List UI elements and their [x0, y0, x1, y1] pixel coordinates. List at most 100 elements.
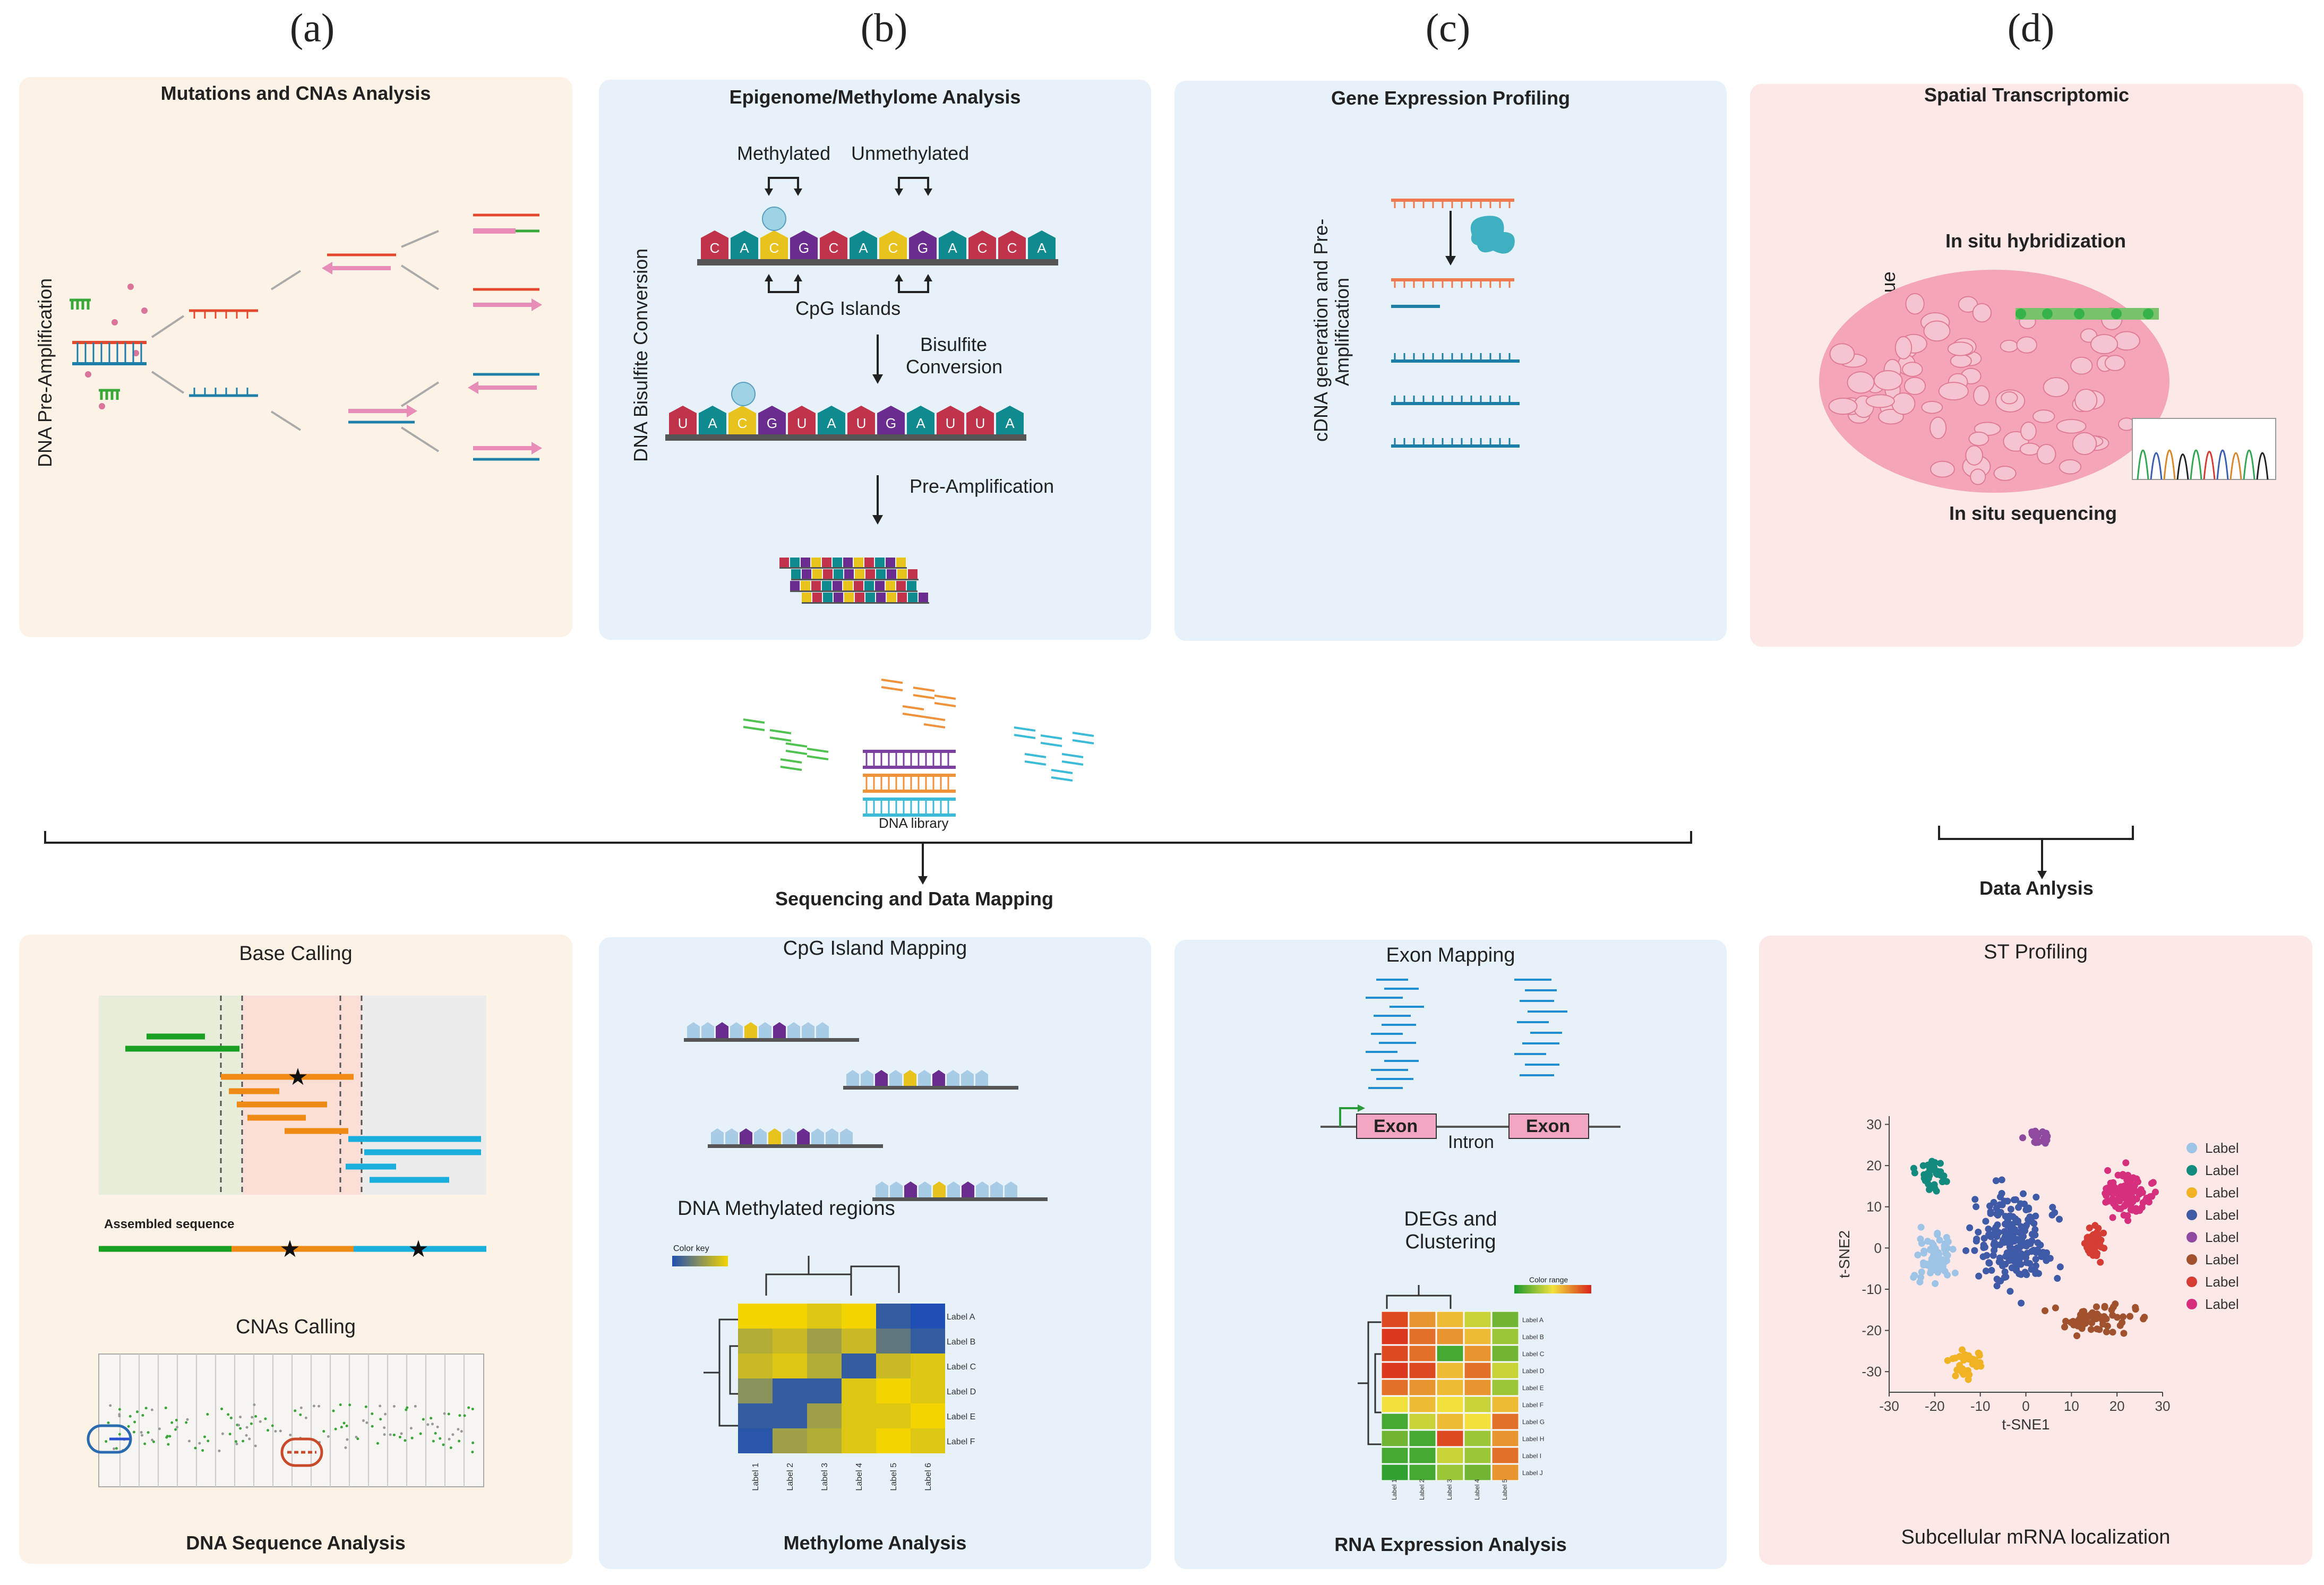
- panel-letter-d: (d): [2007, 6, 2055, 50]
- scatter-point: [2006, 1288, 2014, 1295]
- scatter-point: [1973, 1363, 1980, 1370]
- methylated-label: Methylated: [737, 142, 831, 164]
- scatter-point: [2109, 1195, 2116, 1203]
- scatter-point: [2025, 1216, 2032, 1223]
- scatter-point: [2024, 1239, 2031, 1246]
- scatter-point: [2116, 1322, 2124, 1329]
- scatter-point: [1943, 1233, 1950, 1241]
- cdna-diagram: [1391, 199, 1520, 448]
- scatter-point: [2056, 1263, 2064, 1271]
- scatter-point: [2054, 1275, 2061, 1282]
- legend-marker: [2186, 1143, 2197, 1153]
- y-tick-label: -20: [1862, 1323, 1882, 1339]
- svg-text:A: A: [827, 415, 836, 431]
- panel-letter-a: (a): [289, 6, 335, 50]
- svg-text:Label 5: Label 5: [889, 1463, 898, 1491]
- panel-title: Spatial Transcriptomic: [1924, 84, 2130, 106]
- scatter-point: [2086, 1224, 2093, 1232]
- data-analysis-label: Data Anlysis: [1979, 877, 2094, 899]
- svg-text:Label A: Label A: [1522, 1316, 1543, 1324]
- scatter-point: [2131, 1182, 2138, 1189]
- scatter-point: [2015, 1204, 2022, 1211]
- exon-label-1: Exon: [1374, 1116, 1418, 1136]
- methylated-regions-title: DNA Methylated regions: [678, 1197, 895, 1220]
- legend-label: Label: [2205, 1296, 2239, 1312]
- scatter-point: [1989, 1252, 1997, 1259]
- scatter-point: [1991, 1229, 1999, 1237]
- svg-text:G: G: [886, 415, 896, 431]
- scatter-point: [2032, 1270, 2039, 1277]
- tissue-diagram: [1819, 270, 2276, 493]
- scatter-point: [1990, 1198, 1997, 1206]
- svg-text:U: U: [797, 415, 807, 431]
- scatter-point: [2022, 1254, 2030, 1262]
- scatter-point: [1932, 1280, 1939, 1287]
- scatter-point: [2109, 1329, 2116, 1336]
- scatter-point: [2032, 1256, 2039, 1263]
- scatter-point: [2093, 1229, 2100, 1236]
- scatter-point: [2042, 1307, 2049, 1315]
- scatter-point: [1930, 1251, 1937, 1258]
- methylome-diagram: Label A Label B Label C Label D Label E Label…: [672, 1022, 1048, 1491]
- scatter-point: [2120, 1313, 2127, 1321]
- dna-library-label: DNA library: [879, 815, 949, 831]
- scatter-point: [2021, 1269, 2029, 1276]
- bisulfite-diagram: C A C G C A C G A C C A U A C G U A U G A U U A: [665, 177, 1058, 604]
- scatter-point: [2108, 1189, 2116, 1197]
- scatter-point: [2039, 1248, 2047, 1256]
- nucleotide-block: [820, 230, 847, 259]
- scatter-point: [2051, 1209, 2059, 1216]
- scatter-point: [1910, 1164, 1917, 1172]
- panel-mutations-cnas: Mutations and CNAs Analysis DNA Pre-Ampl…: [19, 77, 572, 637]
- nucleotide-block: [818, 406, 845, 434]
- svg-text:Label 3: Label 3: [820, 1463, 829, 1491]
- x-tick-label: 0: [2022, 1398, 2029, 1414]
- scatter-point: [1964, 1367, 1971, 1374]
- legend-marker: [2186, 1187, 2197, 1198]
- svg-text:★: ★: [279, 1236, 300, 1262]
- legend-marker: [2186, 1232, 2197, 1243]
- svg-text:A: A: [859, 240, 868, 256]
- scatter-point: [1917, 1223, 1925, 1231]
- nucleotide-block: [966, 406, 994, 434]
- scatter-point: [1992, 1177, 2000, 1185]
- scatter-point: [2101, 1303, 2108, 1310]
- scatter-point: [1949, 1246, 1957, 1253]
- panel-letter-c: (c): [1425, 6, 1471, 50]
- scatter-point: [1914, 1252, 1922, 1259]
- exon-box-1: [1356, 1113, 1437, 1139]
- svg-text:Label D: Label D: [947, 1387, 976, 1396]
- legend-marker: [2186, 1254, 2197, 1265]
- scatter-point: [2005, 1239, 2012, 1247]
- scatter-point: [1931, 1163, 1938, 1171]
- scatter-point: [1941, 1267, 1949, 1275]
- scatter-point: [2093, 1325, 2100, 1333]
- x-tick-label: -20: [1925, 1398, 1945, 1414]
- scatter-point: [2010, 1257, 2017, 1265]
- scatter-point: [2002, 1231, 2009, 1239]
- svg-text:Label J: Label J: [1522, 1469, 1543, 1477]
- scatter-point: [2132, 1205, 2140, 1212]
- scatter-point: [1930, 1182, 1937, 1189]
- scatter-point: [1956, 1353, 1963, 1360]
- scatter-point: [1933, 1265, 1940, 1272]
- bisulfite-label-2: Conversion: [906, 356, 1003, 378]
- svg-text:Label C: Label C: [1522, 1350, 1545, 1358]
- nucleotide-block: [850, 230, 877, 259]
- scatter-point: [1985, 1259, 1993, 1266]
- st-profiling-title: ST Profiling: [1984, 941, 2088, 963]
- scatter-point: [2021, 1227, 2029, 1235]
- scatter-point: [2012, 1263, 2019, 1271]
- scatter-point: [2020, 1190, 2027, 1197]
- ish-label: In situ hybridization: [1945, 230, 2126, 252]
- scatter-point: [1910, 1274, 1917, 1281]
- svg-text:Label B: Label B: [1522, 1333, 1544, 1341]
- panel-title: Mutations and CNAs Analysis: [160, 82, 431, 104]
- assembled-sequence-label: Assembled sequence: [104, 1217, 235, 1231]
- svg-text:Label 4: Label 4: [855, 1463, 864, 1491]
- scatter-point: [2040, 1135, 2048, 1142]
- panel-spatial: Spatial Transcriptomic In situ hybridiza…: [1750, 84, 2303, 647]
- svg-text:★: ★: [287, 1064, 308, 1090]
- scatter-point: [2016, 1256, 2023, 1263]
- scatter-point: [2141, 1314, 2148, 1321]
